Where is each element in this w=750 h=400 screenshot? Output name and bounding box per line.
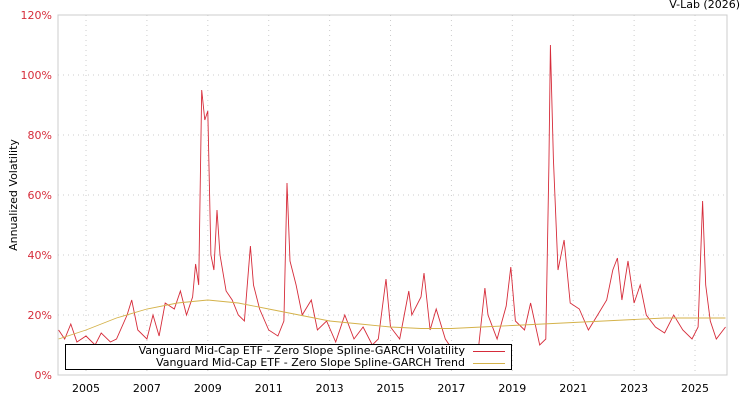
- legend-item-volatility: Vanguard Mid-Cap ETF - Zero Slope Spline…: [66, 345, 511, 357]
- legend-label: Vanguard Mid-Cap ETF - Zero Slope Spline…: [138, 344, 465, 357]
- y-axis-ticks: 0% 20% 40% 60% 80% 100% 120%: [21, 9, 52, 382]
- x-tick-label: 2025: [681, 382, 709, 395]
- plot-frame: [57, 14, 728, 376]
- x-tick-label: 2015: [377, 382, 405, 395]
- x-tick-label: 2023: [620, 382, 648, 395]
- x-tick-label: 2007: [133, 382, 161, 395]
- x-axis-ticks: 2005 2007 2009 2011 2013 2015 2017 2019 2021 2023…: [72, 382, 709, 395]
- x-tick-label: 2019: [498, 382, 526, 395]
- legend-swatch: [473, 362, 505, 364]
- legend-label: Vanguard Mid-Cap ETF - Zero Slope Spline…: [156, 356, 465, 369]
- x-tick-label: 2021: [559, 382, 587, 395]
- y-tick-label: 0%: [35, 369, 52, 382]
- x-tick-label: 2013: [316, 382, 344, 395]
- y-axis-label: Annualized Volatility: [7, 139, 20, 251]
- y-tick-label: 100%: [21, 69, 52, 82]
- y-tick-label: 60%: [28, 189, 52, 202]
- y-tick-label: 20%: [28, 309, 52, 322]
- y-tick-label: 120%: [21, 9, 52, 22]
- source-credit: V-Lab (2026): [669, 0, 740, 11]
- legend-item-trend: Vanguard Mid-Cap ETF - Zero Slope Spline…: [66, 357, 511, 369]
- legend: Vanguard Mid-Cap ETF - Zero Slope Spline…: [65, 344, 512, 370]
- x-tick-label: 2017: [437, 382, 465, 395]
- series-layer: [58, 44, 726, 349]
- x-tick-label: 2009: [194, 382, 222, 395]
- y-tick-label: 40%: [28, 249, 52, 262]
- volatility-line: [58, 44, 726, 349]
- x-tick-label: 2011: [255, 382, 283, 395]
- x-tick-label: 2005: [72, 382, 100, 395]
- y-tick-label: 80%: [28, 129, 52, 142]
- grid: [58, 14, 727, 376]
- trend-line: [58, 299, 726, 340]
- legend-swatch: [473, 350, 505, 352]
